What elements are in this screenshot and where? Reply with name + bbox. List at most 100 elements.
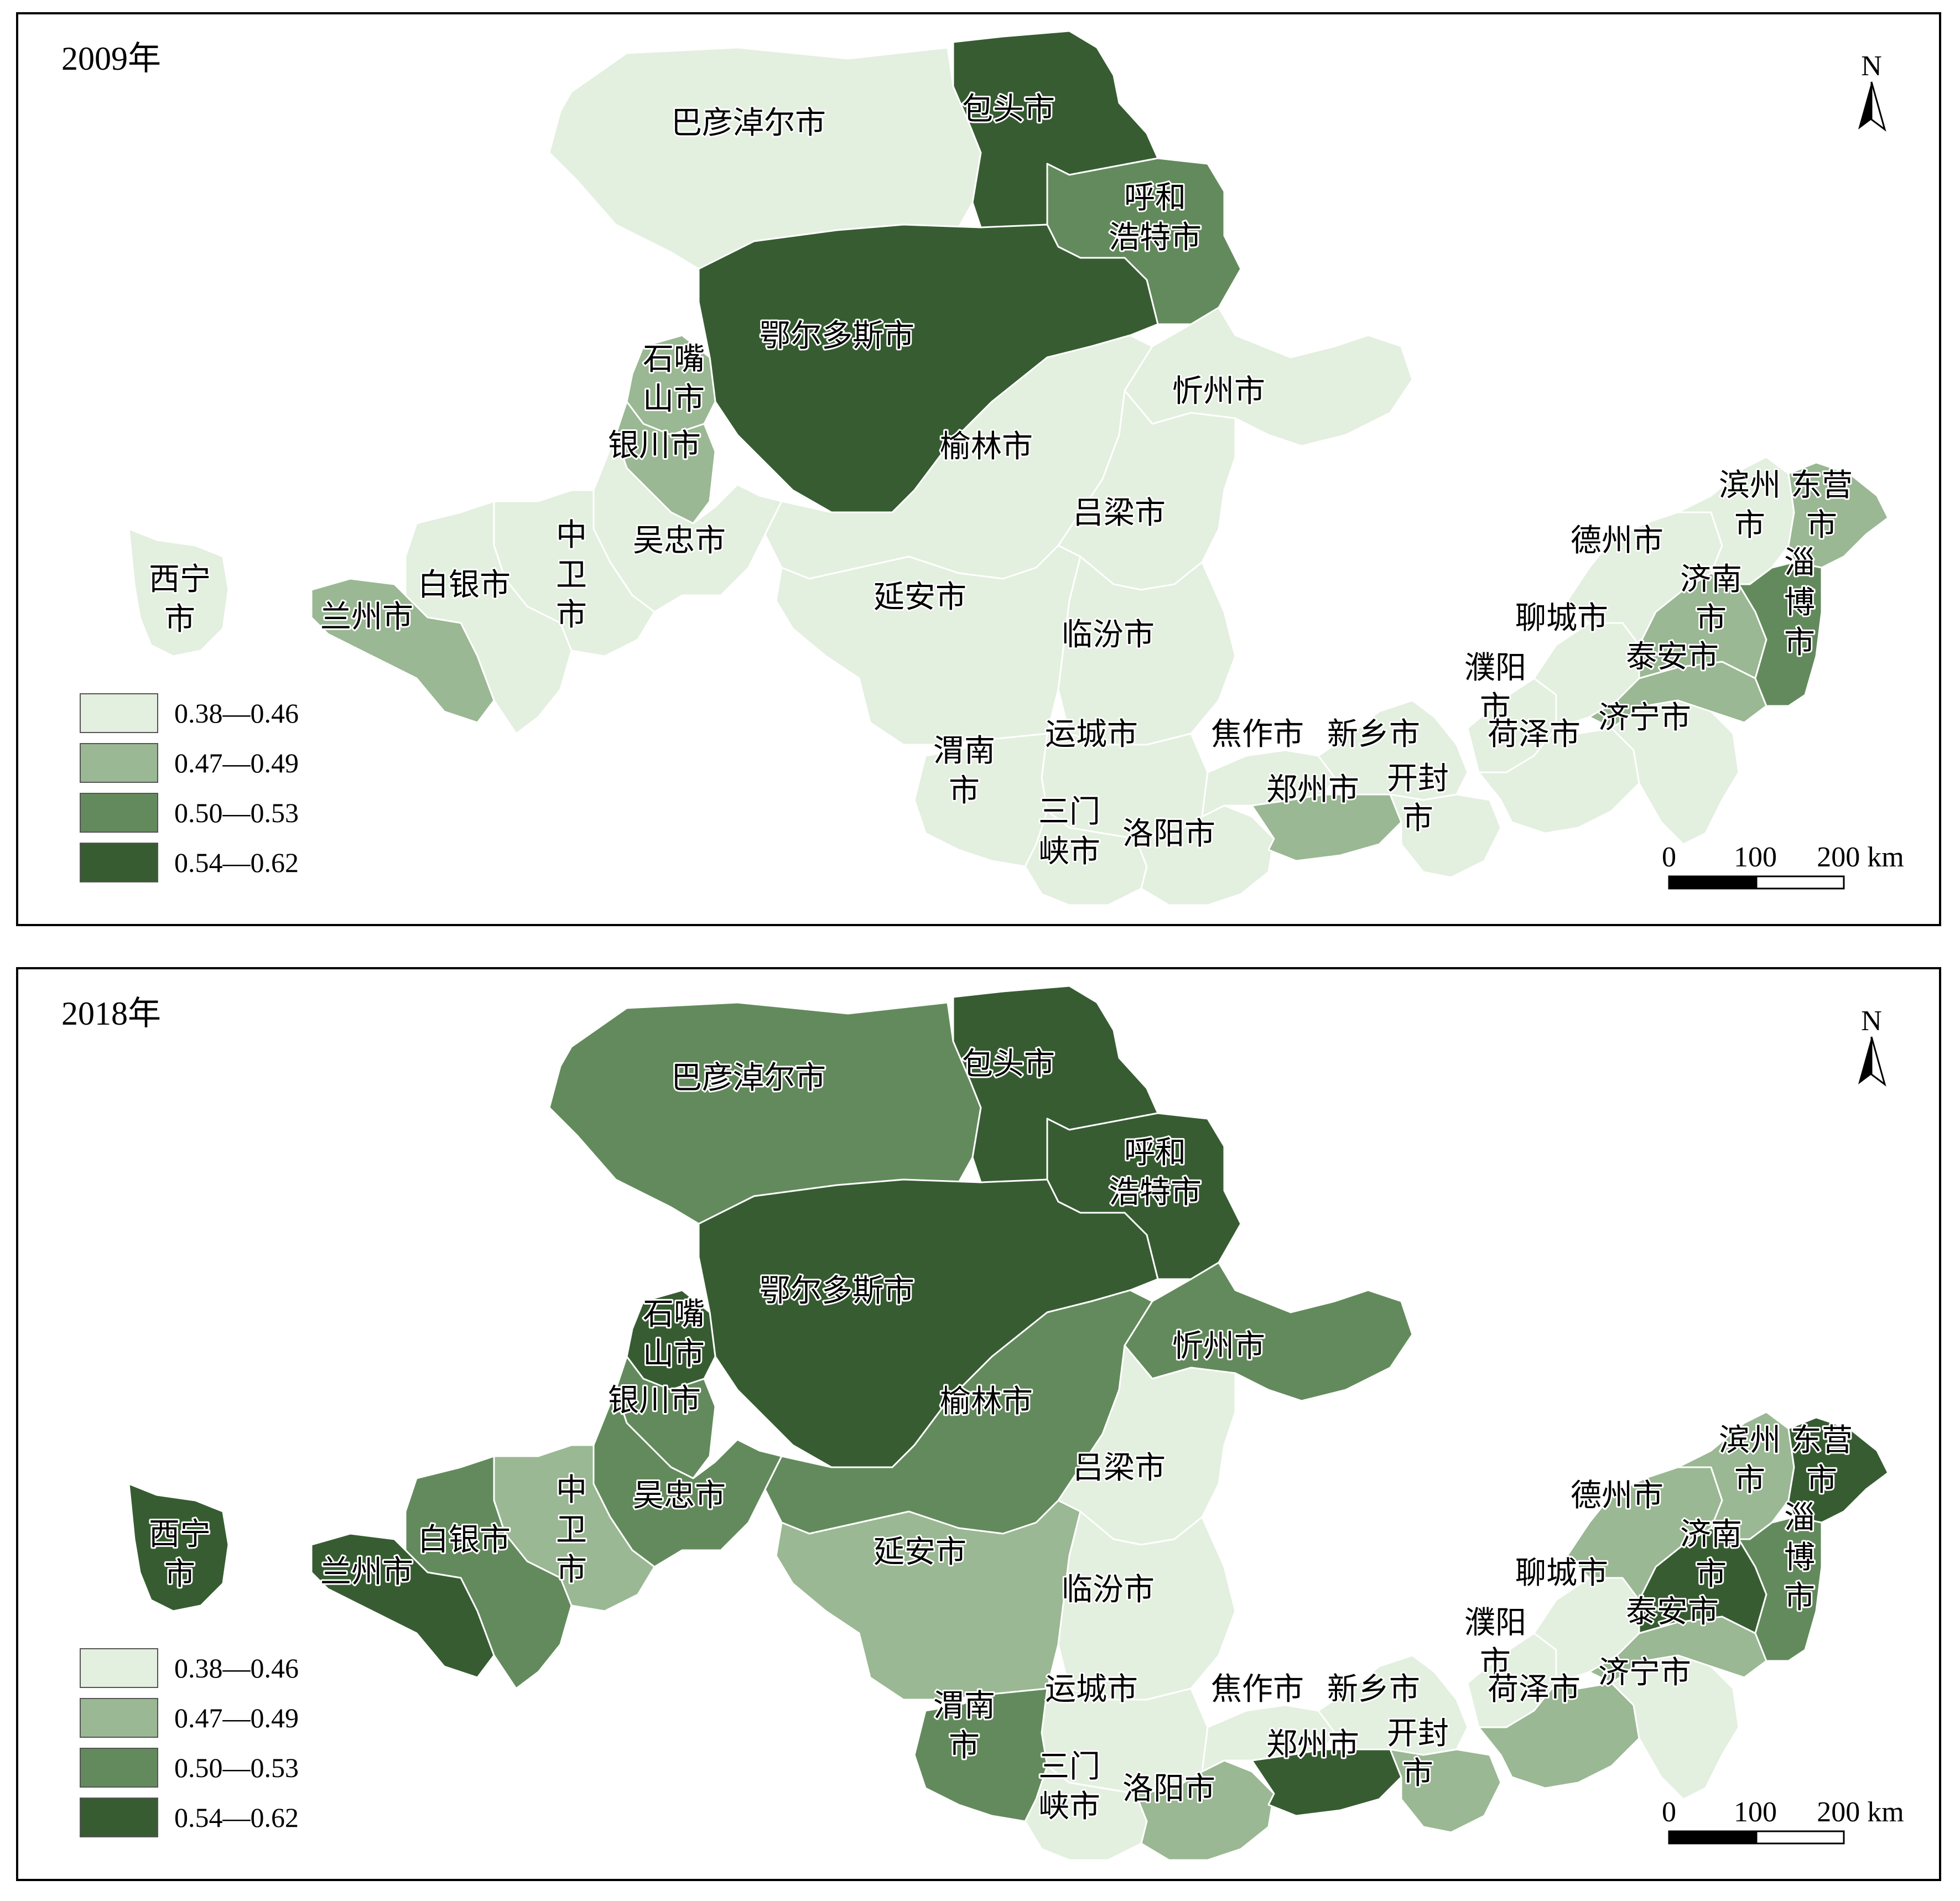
- legend-label: 0.54—0.62: [174, 847, 299, 878]
- region-label-lvliang: 吕梁市: [1073, 495, 1166, 531]
- region-label-jinan: 市: [1696, 1556, 1727, 1592]
- region-label-yulin: 榆林市: [940, 1384, 1033, 1420]
- region-dongying: [1787, 1416, 1889, 1524]
- region-binzhou: [1677, 456, 1795, 585]
- label-layer: 巴彦淖尔市 包头市呼和浩特市鄂尔多斯市石嘴山市银川市吴忠市中卫市白银市兰州市西宁市…: [147, 1045, 1854, 1826]
- legend-item-4: 0.54—0.62: [80, 1798, 299, 1837]
- region-label-zhongwei: 中: [556, 1472, 587, 1508]
- north-arrow-icon: [1858, 82, 1871, 129]
- legend-swatch: [80, 1798, 158, 1837]
- scale-tick-0: 0: [1662, 842, 1676, 873]
- choropleth-map: 巴彦淖尔市 包头市呼和浩特市鄂尔多斯市石嘴山市银川市吴忠市中卫市白银市兰州市西宁市…: [61, 30, 1904, 906]
- legend: 0.38—0.46 0.47—0.49 0.50—0.53 0.54—0.62: [80, 1648, 299, 1837]
- region-label-weinan: 渭南: [933, 1688, 995, 1724]
- region-lanzhou: [310, 1533, 495, 1679]
- legend-label: 0.38—0.46: [174, 1653, 299, 1684]
- region-label-sanmenxia: 峡市: [1038, 834, 1100, 870]
- region-label-bayannaoer: 巴彦淖尔市: [671, 1060, 826, 1096]
- legend-item-1: 0.38—0.46: [80, 693, 299, 733]
- north-arrow-icon: [1858, 1037, 1871, 1084]
- region-label-shizuishan: 山市: [643, 1336, 705, 1372]
- region-label-baiyin: 白银市: [418, 567, 511, 603]
- scale-bar: 0 100 200 km: [1662, 1796, 1904, 1845]
- region-label-zibo: 市: [1784, 1580, 1815, 1616]
- region-xining: [128, 528, 230, 657]
- region-label-xinxiang: 新乡市: [1327, 716, 1420, 752]
- region-label-puyang: 濮阳: [1464, 1605, 1526, 1641]
- region-label-sanmenxia: 三门: [1038, 794, 1100, 830]
- region-label-luoyang: 洛阳市: [1122, 1771, 1215, 1807]
- region-label-jiaozuo: 焦作市: [1211, 716, 1304, 752]
- region-label-eerduosi: 鄂尔多斯市: [760, 318, 914, 354]
- legend-item-1: 0.38—0.46: [80, 1648, 299, 1688]
- region-label-puyang: 濮阳: [1464, 650, 1526, 686]
- region-xining: [128, 1483, 230, 1612]
- legend: 0.38—0.46 0.47—0.49 0.50—0.53 0.54—0.62: [80, 693, 299, 882]
- region-zhengzhou: [1251, 1748, 1402, 1817]
- region-label-yanan: 延安市: [874, 579, 966, 615]
- region-label-xining: 西宁: [149, 562, 211, 598]
- region-layer: [128, 985, 1889, 1861]
- region-label-liaocheng: 聊城市: [1515, 1555, 1608, 1591]
- region-lanzhou: [310, 578, 495, 724]
- legend-label: 0.47—0.49: [174, 1702, 299, 1733]
- region-label-yanan: 延安市: [874, 1534, 966, 1570]
- region-label-dongying: 市: [1806, 507, 1837, 543]
- region-label-linfen: 临汾市: [1062, 617, 1155, 653]
- region-label-zhengzhou: 郑州市: [1266, 1727, 1359, 1763]
- scale-tick-100: 100: [1734, 842, 1777, 873]
- region-label-baotou: 包头市: [962, 91, 1055, 127]
- region-label-luoyang: 洛阳市: [1122, 816, 1215, 852]
- region-label-heze: 荷泽市: [1488, 716, 1581, 752]
- legend-label: 0.47—0.49: [174, 747, 299, 778]
- region-label-wuzhong: 吴忠市: [633, 523, 726, 559]
- region-label-dezhou: 德州市: [1571, 1478, 1663, 1514]
- region-label-puyang: 市: [1480, 690, 1511, 726]
- region-label-kaifeng: 开封: [1387, 1716, 1449, 1752]
- region-label-jinan: 济南: [1680, 562, 1742, 598]
- map-panel-2018: 巴彦淖尔市 包头市 呼和 浩特市 鄂尔多斯市 石嘴 山市 银川市 吴忠市中卫市白银市 兰州市 西宁市…: [16, 967, 1941, 1881]
- region-label-huhehaote: 浩特市: [1109, 1175, 1202, 1211]
- region-label-taian: 泰安市: [1626, 639, 1719, 675]
- region-label-yuncheng: 运城市: [1045, 716, 1138, 752]
- region-label-lvliang: 吕梁市: [1073, 1450, 1166, 1486]
- region-label-dongying: 东营: [1791, 468, 1853, 503]
- region-yanan: [775, 1499, 1082, 1701]
- scale-tick-100: 100: [1734, 1796, 1777, 1828]
- region-label-sanmenxia: 三门: [1038, 1749, 1100, 1785]
- region-label-lanzhou: 兰州市: [320, 1554, 413, 1590]
- region-label-lanzhou: 兰州市: [320, 599, 413, 635]
- year-title: 2018年: [61, 995, 161, 1032]
- region-label-jining: 济宁市: [1598, 1655, 1691, 1691]
- region-label-weinan: 市: [949, 773, 980, 809]
- region-label-zhongwei: 中: [556, 517, 587, 553]
- legend-swatch: [80, 1698, 158, 1738]
- legend-item-3: 0.50—0.53: [80, 793, 299, 833]
- region-label-zibo: 淄: [1784, 545, 1815, 581]
- north-label: N: [1861, 1005, 1882, 1037]
- region-label-wuzhong: 吴忠市: [633, 1478, 726, 1514]
- region-label-zhongwei: 卫: [556, 557, 587, 593]
- region-label-xinzhou: 忻州市: [1172, 373, 1265, 409]
- region-label-sanmenxia: 峡市: [1038, 1789, 1100, 1825]
- legend-swatch: [80, 693, 158, 733]
- region-label-jiaozuo: 焦作市: [1211, 1671, 1304, 1707]
- region-label-weinan: 渭南: [933, 733, 995, 769]
- region-label-heze: 荷泽市: [1488, 1671, 1581, 1707]
- region-label-binzhou: 滨州: [1719, 1422, 1781, 1458]
- region-label-yinchuan: 银川市: [608, 428, 701, 464]
- region-kaifeng: [1389, 1748, 1502, 1834]
- region-linfen: [1057, 1510, 1236, 1701]
- region-label-huhehaote: 呼和: [1124, 180, 1186, 216]
- legend-item-2: 0.47—0.49: [80, 1698, 299, 1738]
- region-label-xining: 市: [164, 1556, 195, 1592]
- legend-item-3: 0.50—0.53: [80, 1748, 299, 1788]
- scale-tick-0: 0: [1662, 1796, 1676, 1828]
- year-title: 2009年: [61, 40, 161, 77]
- region-zibo: [1738, 1516, 1823, 1662]
- region-label-puyang: 市: [1480, 1645, 1511, 1681]
- north-arrow: N: [1858, 50, 1886, 132]
- label-layer: 巴彦淖尔市 包头市呼和浩特市鄂尔多斯市石嘴山市银川市吴忠市中卫市白银市兰州市西宁市…: [147, 90, 1854, 871]
- legend-item-2: 0.47—0.49: [80, 743, 299, 783]
- region-label-liaocheng: 聊城市: [1515, 600, 1608, 636]
